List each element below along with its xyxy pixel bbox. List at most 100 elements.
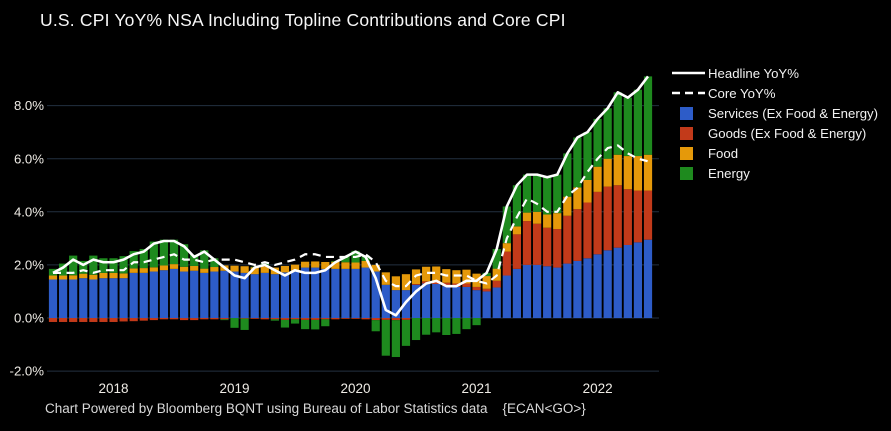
legend-item-food: Food [672,143,878,163]
bar-segment-services [290,270,300,318]
bar-segment-food [341,262,350,269]
bar-segment-goods [270,318,279,320]
bar-segment-services [139,272,148,318]
bar-segment-goods [89,318,98,322]
bar-segment-energy [603,108,612,159]
bar-segment-food [210,267,219,272]
bar-segment-goods [280,318,290,320]
bar-segment-goods [200,318,209,320]
x-tick-label: 2019 [220,381,250,396]
bar-segment-food [401,274,411,291]
bar-segment-goods [109,318,118,322]
x-tick-label: 2022 [583,381,613,396]
x-tick-label: 2021 [462,381,492,396]
bar-segment-goods [613,185,622,248]
x-tick-label: 2018 [98,381,128,396]
bar-segment-food [79,273,88,279]
bar-segment-energy [401,319,411,346]
bar-segment-goods [180,318,189,321]
bar-segment-food [240,266,249,273]
bar-segment-goods [623,189,632,245]
bar-segment-goods [361,318,370,320]
bar-segment-energy [321,319,330,327]
bar-segment-energy [573,137,582,188]
bar-segment-goods [563,215,572,264]
bar-segment-goods [502,251,511,276]
legend-label: Services (Ex Food & Energy) [708,105,879,121]
bar-segment-food [109,272,118,279]
bar-segment-services [613,247,622,318]
bar-segment-food [149,267,158,272]
bar-segment-energy [270,319,279,321]
bar-segment-energy [543,177,552,215]
bar-segment-energy [139,248,148,269]
bar-segment-energy [452,318,461,334]
bar-segment-energy [169,239,179,265]
bar-segment-services [341,268,350,318]
bar-segment-energy [210,258,219,268]
bar-segment-energy [371,320,380,332]
bar-segment-energy [532,174,542,212]
bar-segment-goods [522,221,532,265]
bar-segment-goods [482,288,491,292]
bar-segment-food [99,272,108,279]
bar-segment-food [139,268,148,273]
bar-segment-services [573,260,582,318]
bar-segment-energy [89,255,98,275]
bar-segment-food [331,261,340,269]
bar-segment-energy [633,89,643,157]
bar-segment-goods [159,318,169,320]
legend-label: Headline YoY% [708,65,799,81]
bar-segment-energy [442,318,451,335]
legend-swatch-square [680,146,693,160]
bar-segment-services [512,268,522,318]
bar-segment-goods [220,318,229,320]
legend-swatch-square [680,126,693,140]
bar-segment-services [109,278,118,318]
legend-item-goods-ex-food-energy: Goods (Ex Food & Energy) [672,123,878,143]
y-tick-label: 0.0% [14,311,44,326]
bar-segment-energy [311,319,320,330]
bar-segment-goods [99,318,108,322]
bar-segment-goods [290,318,300,320]
legend-swatch-zone [672,70,708,76]
bar-segment-food [643,154,653,191]
bar-segment-food [89,274,98,280]
bar-segment-energy [462,318,471,330]
bar-segment-goods [139,318,148,321]
bar-segment-services [180,271,189,318]
bar-segment-food [169,264,179,269]
bar-segment-energy [69,255,78,276]
bar-segment-food [563,196,572,216]
bar-segment-food [522,212,532,222]
bar-segment-services [48,279,58,318]
bar-segment-food [250,267,259,275]
bar-segment-goods [391,318,400,321]
legend-item-core-yoy: Core YoY% [672,83,878,103]
bar-segment-goods [321,318,330,320]
bar-segment-goods [633,190,643,243]
legend-item-headline-yoy: Headline YoY% [672,63,878,83]
bar-segment-services [321,268,330,318]
bar-segment-goods [411,284,421,285]
bar-segment-services [220,270,229,318]
bar-segment-services [210,271,219,318]
bar-segment-food [633,156,643,191]
bar-segment-goods [341,318,350,319]
bar-segment-services [623,244,632,318]
bar-segment-goods [553,229,562,268]
bar-segment-energy [79,260,88,274]
bar-segment-goods [462,283,471,287]
bar-segment-food [351,262,360,269]
bar-segment-services [89,279,98,318]
bar-segment-energy [391,320,400,358]
bar-segment-services [371,271,380,318]
bar-segment-goods [371,318,380,321]
y-tick-label: 4.0% [14,204,44,219]
bar-segment-services [361,267,370,318]
bar-segment-services [522,264,532,318]
bar-segment-goods [79,318,88,322]
bar-segment-energy [522,174,532,213]
bar-segment-food [573,187,582,210]
